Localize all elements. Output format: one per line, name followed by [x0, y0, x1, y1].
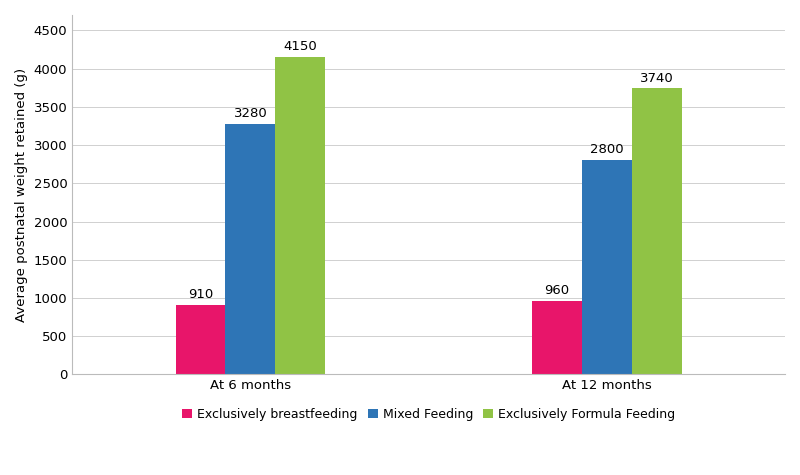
Bar	[275, 57, 326, 374]
Y-axis label: Average postnatal weight retained (g): Average postnatal weight retained (g)	[15, 67, 28, 322]
Text: 960: 960	[544, 284, 570, 297]
Text: 910: 910	[188, 288, 213, 301]
Legend: Exclusively breastfeeding, Mixed Feeding, Exclusively Formula Feeding: Exclusively breastfeeding, Mixed Feeding…	[177, 403, 680, 426]
Text: 3740: 3740	[640, 72, 674, 85]
Bar	[175, 305, 226, 374]
Bar	[582, 161, 632, 374]
Text: 3280: 3280	[234, 107, 267, 120]
Bar	[226, 124, 275, 374]
Bar	[632, 88, 682, 374]
Bar	[532, 301, 582, 374]
Text: 2800: 2800	[590, 143, 624, 156]
Text: 4150: 4150	[283, 40, 317, 53]
